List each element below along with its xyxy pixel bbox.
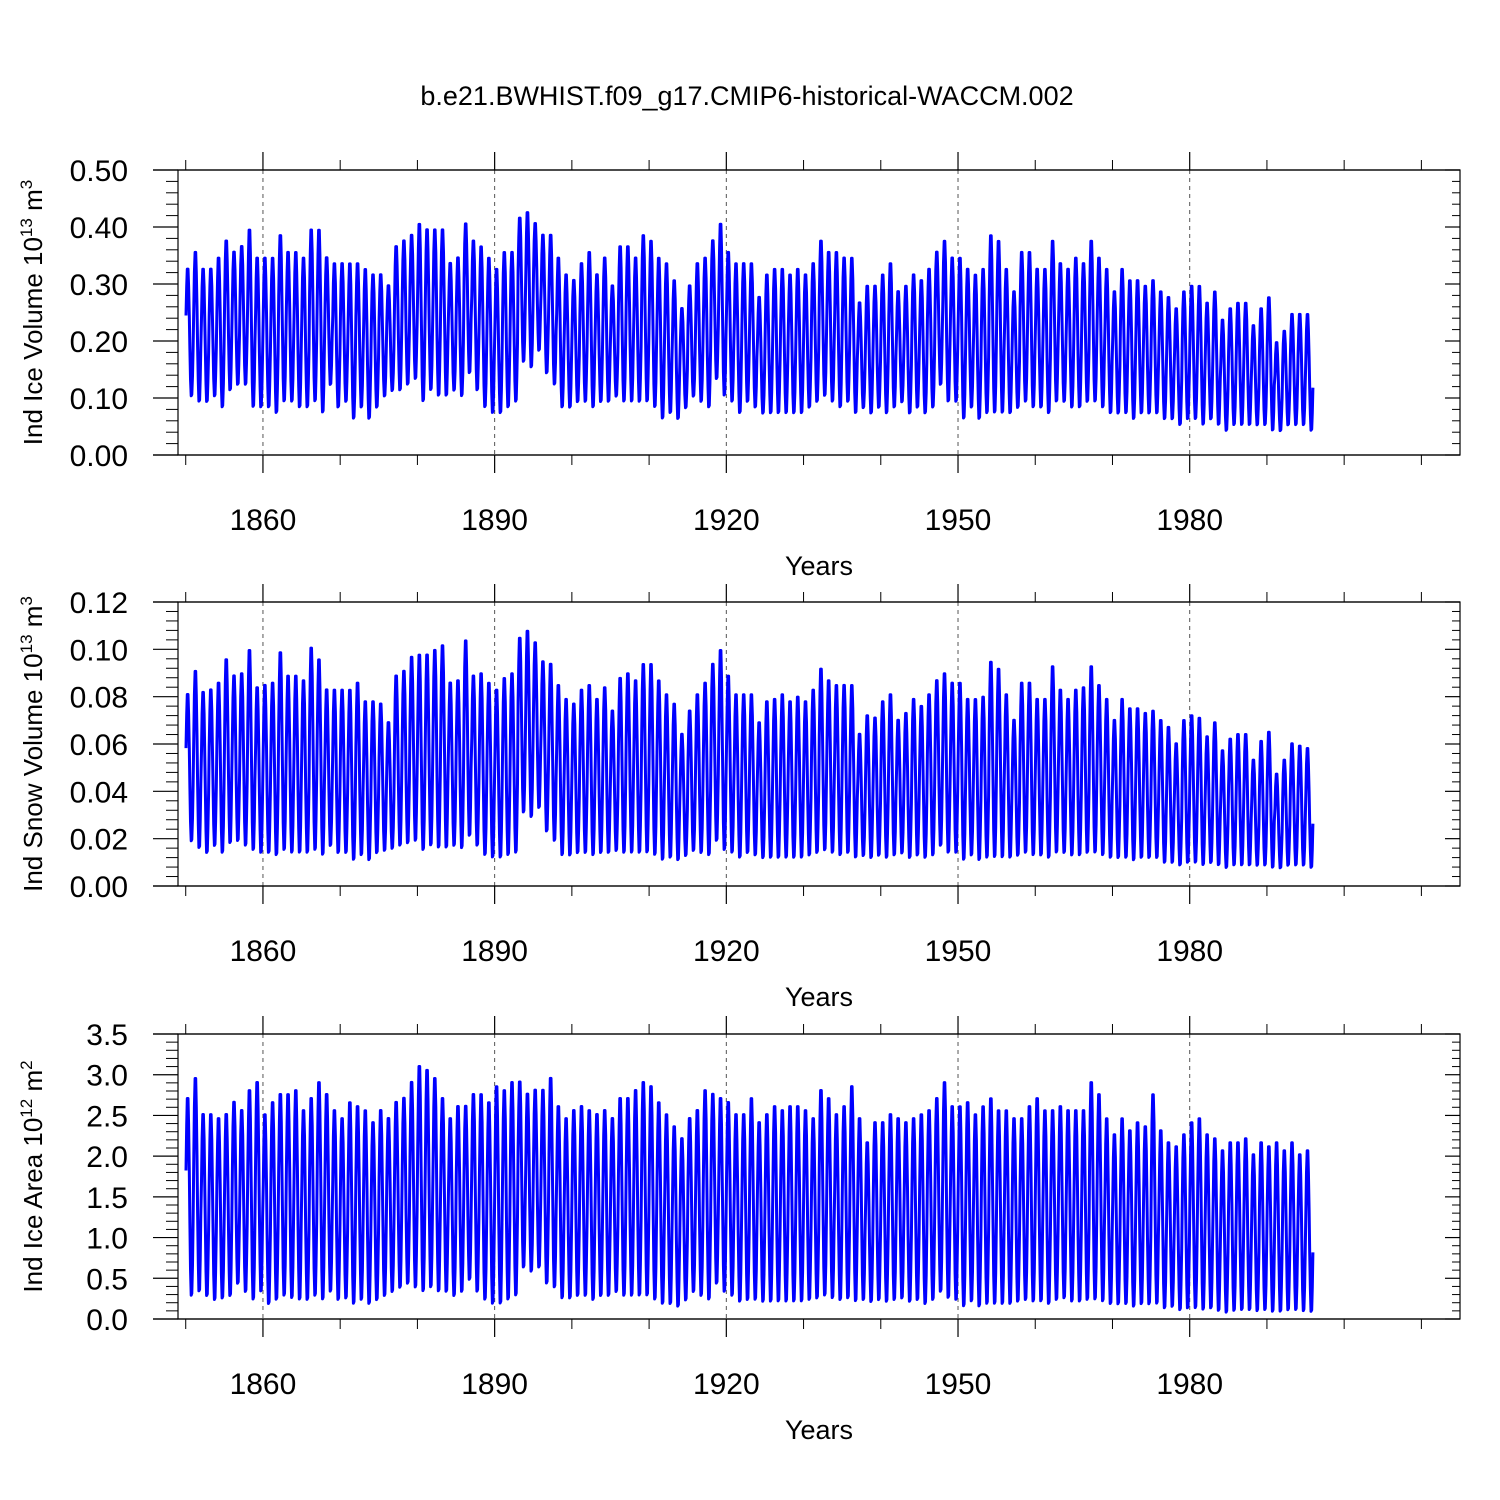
y-axis-title: Ind Snow Volume 1013 m3 bbox=[17, 596, 48, 892]
x-tick-label: 1920 bbox=[693, 1368, 760, 1401]
x-tick-label: 1860 bbox=[230, 504, 297, 537]
series-line bbox=[184, 1065, 1315, 1314]
y-tick-label: 0.02 bbox=[70, 824, 128, 857]
y-tick-label: 1.0 bbox=[86, 1223, 128, 1256]
y-tick-label: 0.08 bbox=[70, 682, 128, 715]
figure-title: b.e21.BWHIST.f09_g17.CMIP6-historical-WA… bbox=[420, 81, 1073, 111]
x-axis-title: Years bbox=[785, 551, 853, 581]
y-tick-label: 0.40 bbox=[70, 212, 128, 245]
panel-3: 0.0 0.5 1.0 1.5 2.0 2.5 3.0 3.5 1860 1890 1920 1950… bbox=[17, 1016, 1461, 1445]
y-axis-title: Ind Ice Area 1012 m2 bbox=[17, 1060, 48, 1292]
panel-1: 0.00 0.10 0.20 0.30 0.40 0.50 1860 1890 1920 1950… bbox=[17, 152, 1461, 581]
y-tick-label: 0.0 bbox=[86, 1304, 128, 1337]
x-tick-label: 1950 bbox=[925, 935, 992, 968]
x-tick-label: 1980 bbox=[1156, 504, 1223, 537]
x-tick-label: 1920 bbox=[693, 935, 760, 968]
x-tick-label: 1890 bbox=[461, 504, 528, 537]
x-axis-title: Years bbox=[785, 982, 853, 1012]
x-tick-label: 1860 bbox=[230, 935, 297, 968]
y-axis-title: Ind Ice Volume 1013 m3 bbox=[17, 180, 48, 445]
x-tick-label: 1890 bbox=[461, 1368, 528, 1401]
y-tick-label: 3.5 bbox=[86, 1019, 128, 1052]
x-tick-label: 1920 bbox=[693, 504, 760, 537]
x-tick-label: 1890 bbox=[461, 935, 528, 968]
x-tick-label: 1980 bbox=[1156, 935, 1223, 968]
y-tick-label: 0.00 bbox=[70, 440, 128, 473]
y-tick-label: 2.0 bbox=[86, 1141, 128, 1174]
y-tick-label: 0.5 bbox=[86, 1263, 128, 1296]
y-tick-label: 3.0 bbox=[86, 1060, 128, 1093]
y-tick-label: 0.30 bbox=[70, 269, 128, 302]
y-tick-label: 0.04 bbox=[70, 776, 128, 809]
y-tick-label: 0.12 bbox=[70, 587, 128, 620]
x-axis-title: Years bbox=[785, 1415, 853, 1445]
y-tick-label: 2.5 bbox=[86, 1100, 128, 1133]
y-tick-label: 0.06 bbox=[70, 729, 128, 762]
series-line bbox=[184, 211, 1315, 433]
y-tick-label: 1.5 bbox=[86, 1182, 128, 1215]
y-tick-label: 0.00 bbox=[70, 871, 128, 904]
y-tick-label: 0.10 bbox=[70, 383, 128, 416]
y-tick-label: 0.20 bbox=[70, 326, 128, 359]
panels: 0.00 0.10 0.20 0.30 0.40 0.50 1860 1890 1920 1950… bbox=[17, 152, 1461, 1445]
x-tick-label: 1950 bbox=[925, 504, 992, 537]
x-tick-label: 1980 bbox=[1156, 1368, 1223, 1401]
series-line bbox=[184, 629, 1315, 870]
panel-2: 0.00 0.02 0.04 0.06 0.08 0.10 0.12 1860 1890 1920… bbox=[17, 584, 1461, 1012]
y-tick-label: 0.50 bbox=[70, 155, 128, 188]
x-tick-label: 1860 bbox=[230, 1368, 297, 1401]
y-tick-label: 0.10 bbox=[70, 634, 128, 667]
x-tick-label: 1950 bbox=[925, 1368, 992, 1401]
